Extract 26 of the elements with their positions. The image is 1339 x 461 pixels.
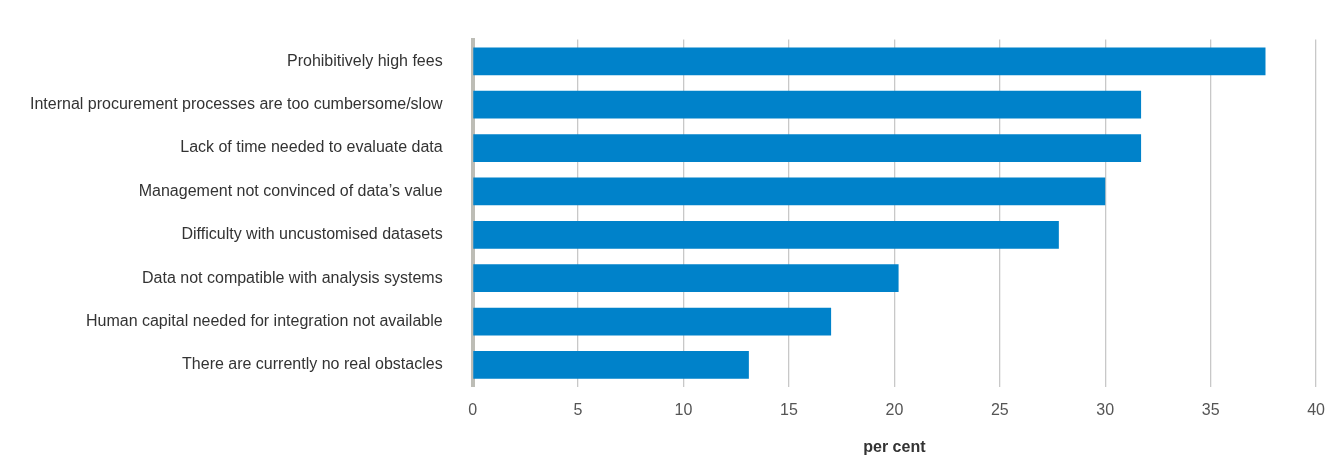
- y-tick-label: Human capital needed for integration not available: [85, 311, 443, 329]
- bar: [473, 220, 1059, 249]
- x-tick-label: 20: [885, 400, 904, 418]
- bar: [473, 134, 1142, 162]
- x-tick-label: 10: [674, 400, 693, 418]
- x-tick-label: 40: [1307, 400, 1326, 418]
- x-tick-label: 30: [1096, 400, 1115, 418]
- y-tick-label: Data not compatible with analysis systems: [142, 268, 443, 286]
- y-tick-label: Lack of time needed to evaluate data: [180, 138, 443, 156]
- x-tick-label: 5: [573, 400, 583, 418]
- bar: [473, 90, 1142, 119]
- bar: [473, 351, 749, 379]
- x-axis-title: per cent: [863, 437, 927, 455]
- bar: [473, 47, 1266, 76]
- y-tick-label: There are currently no real obstacles: [182, 355, 443, 373]
- bar: [473, 307, 832, 336]
- bar: [473, 177, 1106, 206]
- y-tick-label: Management not convinced of data’s value: [138, 181, 443, 199]
- x-tick-label: 0: [468, 400, 478, 418]
- y-tick-label: Internal procurement processes are too cumbersome/slow: [29, 95, 444, 113]
- x-tick-label: 25: [990, 400, 1009, 418]
- x-tick-label: 15: [780, 400, 798, 418]
- y-tick-label: Prohibitively high fees: [286, 51, 443, 69]
- y-tick-label: Difficulty with uncustomised datasets: [181, 225, 443, 243]
- bar: [473, 264, 899, 293]
- x-tick-label: 35: [1201, 400, 1220, 418]
